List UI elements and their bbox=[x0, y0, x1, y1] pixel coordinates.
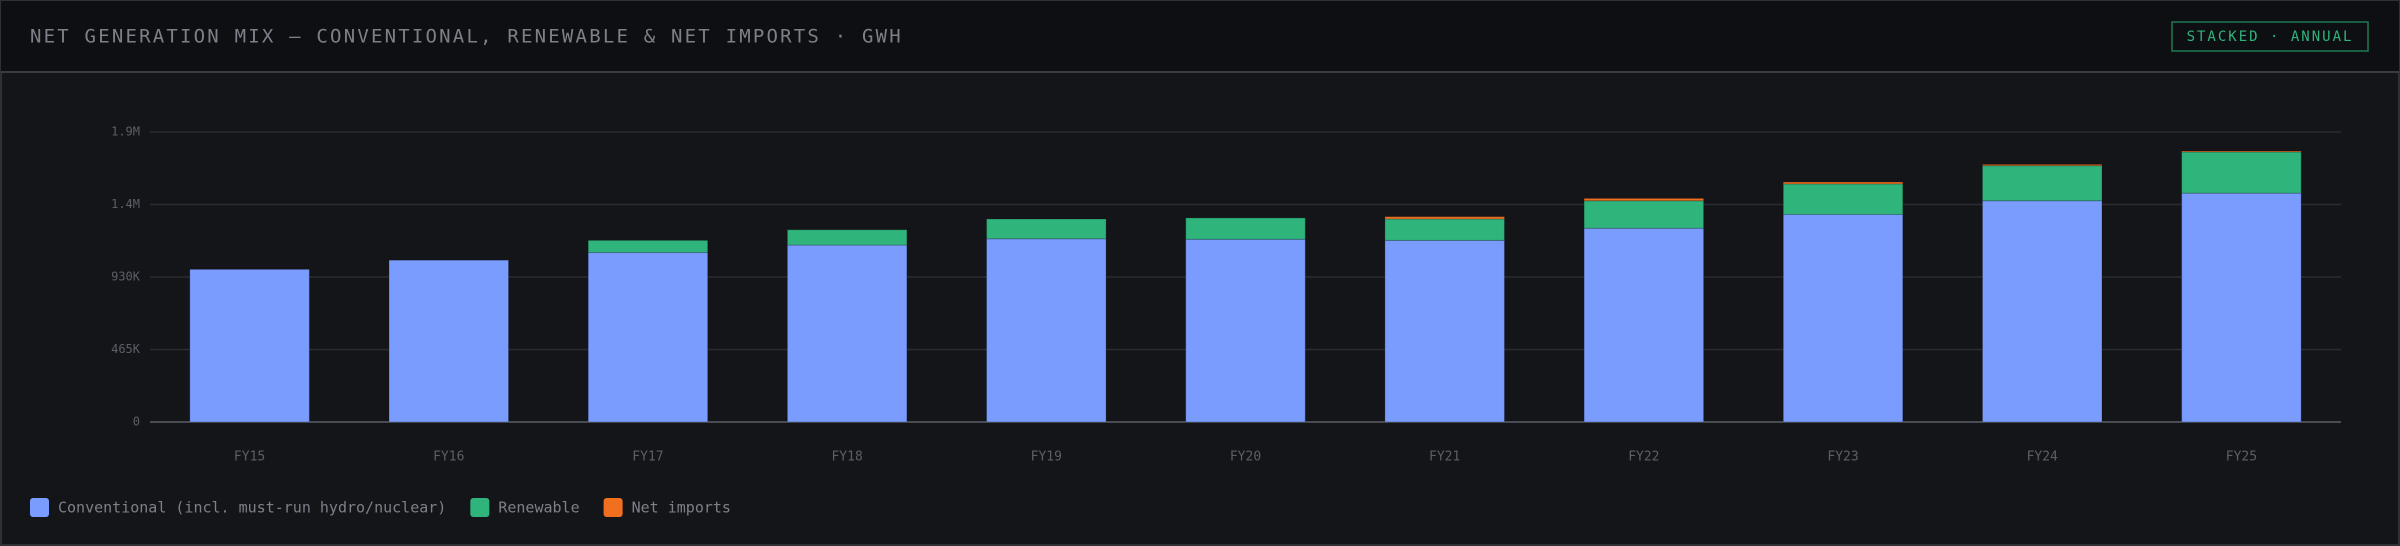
legend-swatch bbox=[30, 498, 49, 517]
bar-segment bbox=[1185, 238, 1306, 423]
bar-segment bbox=[1981, 200, 2103, 423]
bar-segment bbox=[1583, 227, 1705, 423]
x-tick-label: FY25 bbox=[2226, 450, 2257, 465]
y-tick-label: 1.4M bbox=[111, 197, 140, 211]
legend-swatch bbox=[603, 498, 623, 517]
bar-segment bbox=[1782, 183, 1904, 215]
bar-segment bbox=[189, 268, 310, 423]
bar-segment bbox=[986, 238, 1107, 423]
y-tick-label: 930K bbox=[111, 270, 141, 284]
x-tick-label: FY16 bbox=[433, 450, 464, 465]
bar-segment bbox=[1981, 163, 2103, 167]
x-tick-label: FY24 bbox=[2027, 450, 2058, 465]
bar-segment bbox=[1981, 165, 2103, 202]
x-tick-label: FY21 bbox=[1429, 450, 1460, 465]
bar-segment bbox=[986, 218, 1107, 240]
x-tick-label: FY18 bbox=[831, 450, 862, 465]
x-tick-label: FY23 bbox=[1827, 450, 1858, 465]
bar-segment bbox=[1384, 216, 1505, 220]
mode-badge bbox=[2171, 21, 2369, 52]
bar-segment bbox=[1782, 213, 1904, 423]
x-tick-label: FY15 bbox=[234, 450, 265, 465]
bar-segment bbox=[587, 252, 709, 423]
bar-segment bbox=[587, 239, 709, 254]
legend-label: Conventional (incl. must-run hydro/nucle… bbox=[58, 499, 446, 517]
bar-segment bbox=[2181, 151, 2302, 194]
legend-label: Renewable bbox=[498, 499, 579, 517]
bar-segment bbox=[1583, 200, 1705, 229]
bar-segment bbox=[1384, 218, 1505, 241]
y-tick-label: 0 bbox=[133, 415, 140, 429]
bar-segment bbox=[786, 244, 908, 423]
chart-title: NET GENERATION MIX — CONVENTIONAL, RENEW… bbox=[30, 26, 903, 48]
bar-segment bbox=[2181, 150, 2302, 153]
x-tick-label: FY20 bbox=[1230, 450, 1261, 465]
legend-swatch bbox=[470, 498, 490, 517]
y-tick-label: 465K bbox=[111, 342, 141, 356]
y-tick-label: 1.9M bbox=[111, 125, 140, 139]
header-bar bbox=[1, 1, 2399, 72]
bar-segment bbox=[786, 229, 908, 246]
bar-segment bbox=[1185, 217, 1306, 240]
x-tick-label: FY17 bbox=[632, 450, 663, 465]
bar-segment bbox=[1583, 197, 1705, 202]
mode-badge-label: STACKED · ANNUAL bbox=[2187, 29, 2354, 45]
bar-segment bbox=[1782, 181, 1904, 185]
x-tick-label: FY22 bbox=[1628, 450, 1659, 465]
bar-segment bbox=[1384, 239, 1505, 423]
bar-segment bbox=[388, 259, 510, 423]
bar-segment bbox=[2181, 192, 2302, 423]
legend-label: Net imports bbox=[632, 499, 731, 517]
x-tick-label: FY19 bbox=[1031, 450, 1062, 465]
